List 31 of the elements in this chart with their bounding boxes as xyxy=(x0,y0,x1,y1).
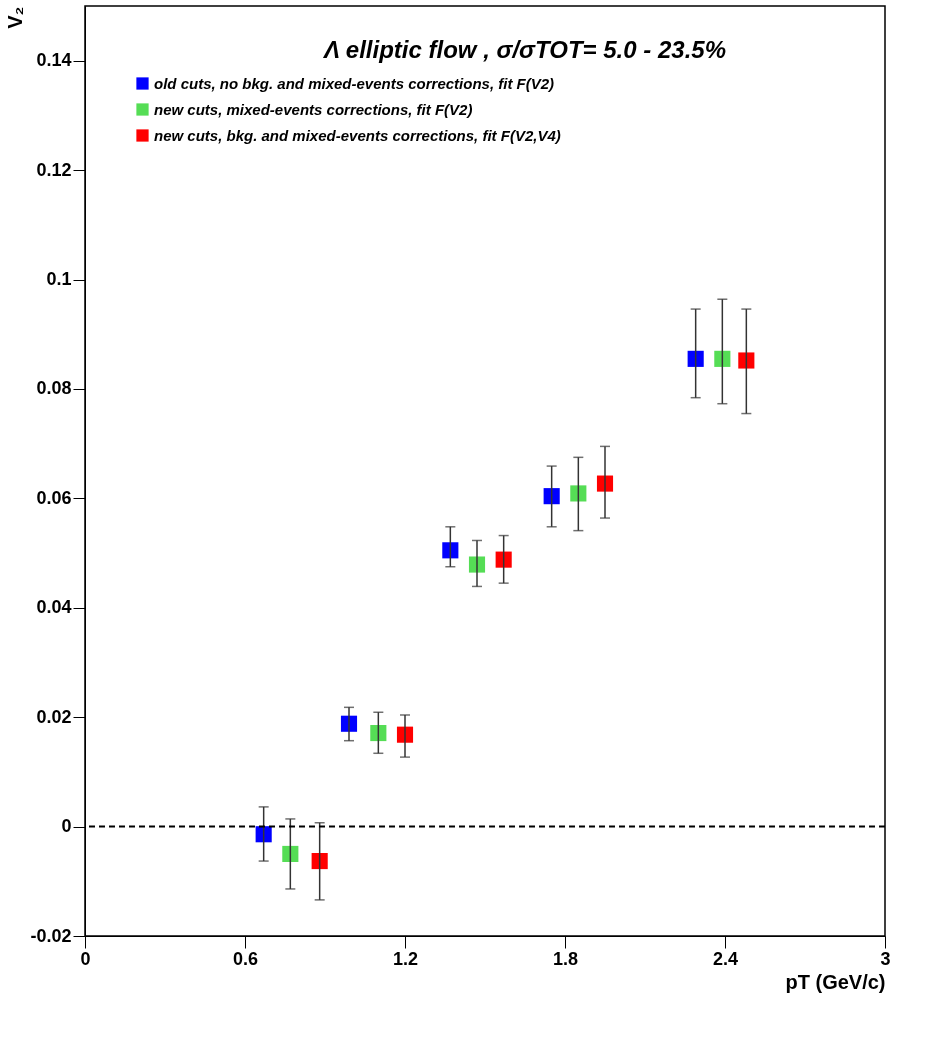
text: Λ elliptic flow , σ/σTOT= 5.0 - 23.5% xyxy=(322,36,726,63)
point xyxy=(311,852,328,870)
point xyxy=(282,845,299,862)
legend-label: new cuts, bkg. and mixed-events corrections, fit F(V2,V4) xyxy=(154,126,561,144)
point xyxy=(442,542,459,559)
y-tick-label: 0.04 xyxy=(36,597,72,618)
y-tick-label: -0.02 xyxy=(30,925,72,946)
x-tick-label: 1.8 xyxy=(552,948,579,969)
x-tick-label: 2.4 xyxy=(712,948,739,969)
y-axis-title: V₂ xyxy=(4,6,27,29)
point xyxy=(370,724,387,742)
legend-label: old cuts, no bkg. and mixed-events corrections, fit F(V2) xyxy=(154,74,555,92)
point xyxy=(687,350,704,367)
y-tick-label: 0.12 xyxy=(36,159,72,180)
x-tick-label: 1.2 xyxy=(392,948,419,969)
y-tick-label: 0.1 xyxy=(46,269,72,290)
y-tick-label: 0.08 xyxy=(36,378,72,399)
point xyxy=(738,352,755,369)
y-tick-label: 0.02 xyxy=(36,706,72,727)
legend-label: new cuts, mixed-events corrections, fit F(V2) xyxy=(154,100,473,118)
x-tick-label: 3 xyxy=(880,948,891,969)
y-tick-label: 0.14 xyxy=(36,50,72,71)
x-axis-title: pT (GeV/c) xyxy=(785,970,886,993)
x-tick-label: 0.6 xyxy=(232,948,259,969)
point xyxy=(714,350,731,367)
point xyxy=(570,485,587,502)
x-tick-label: 0 xyxy=(80,948,91,969)
y-tick-label: 0 xyxy=(61,816,72,837)
point xyxy=(495,551,512,568)
y-tick-label: 0.06 xyxy=(36,487,72,508)
point xyxy=(543,488,560,505)
